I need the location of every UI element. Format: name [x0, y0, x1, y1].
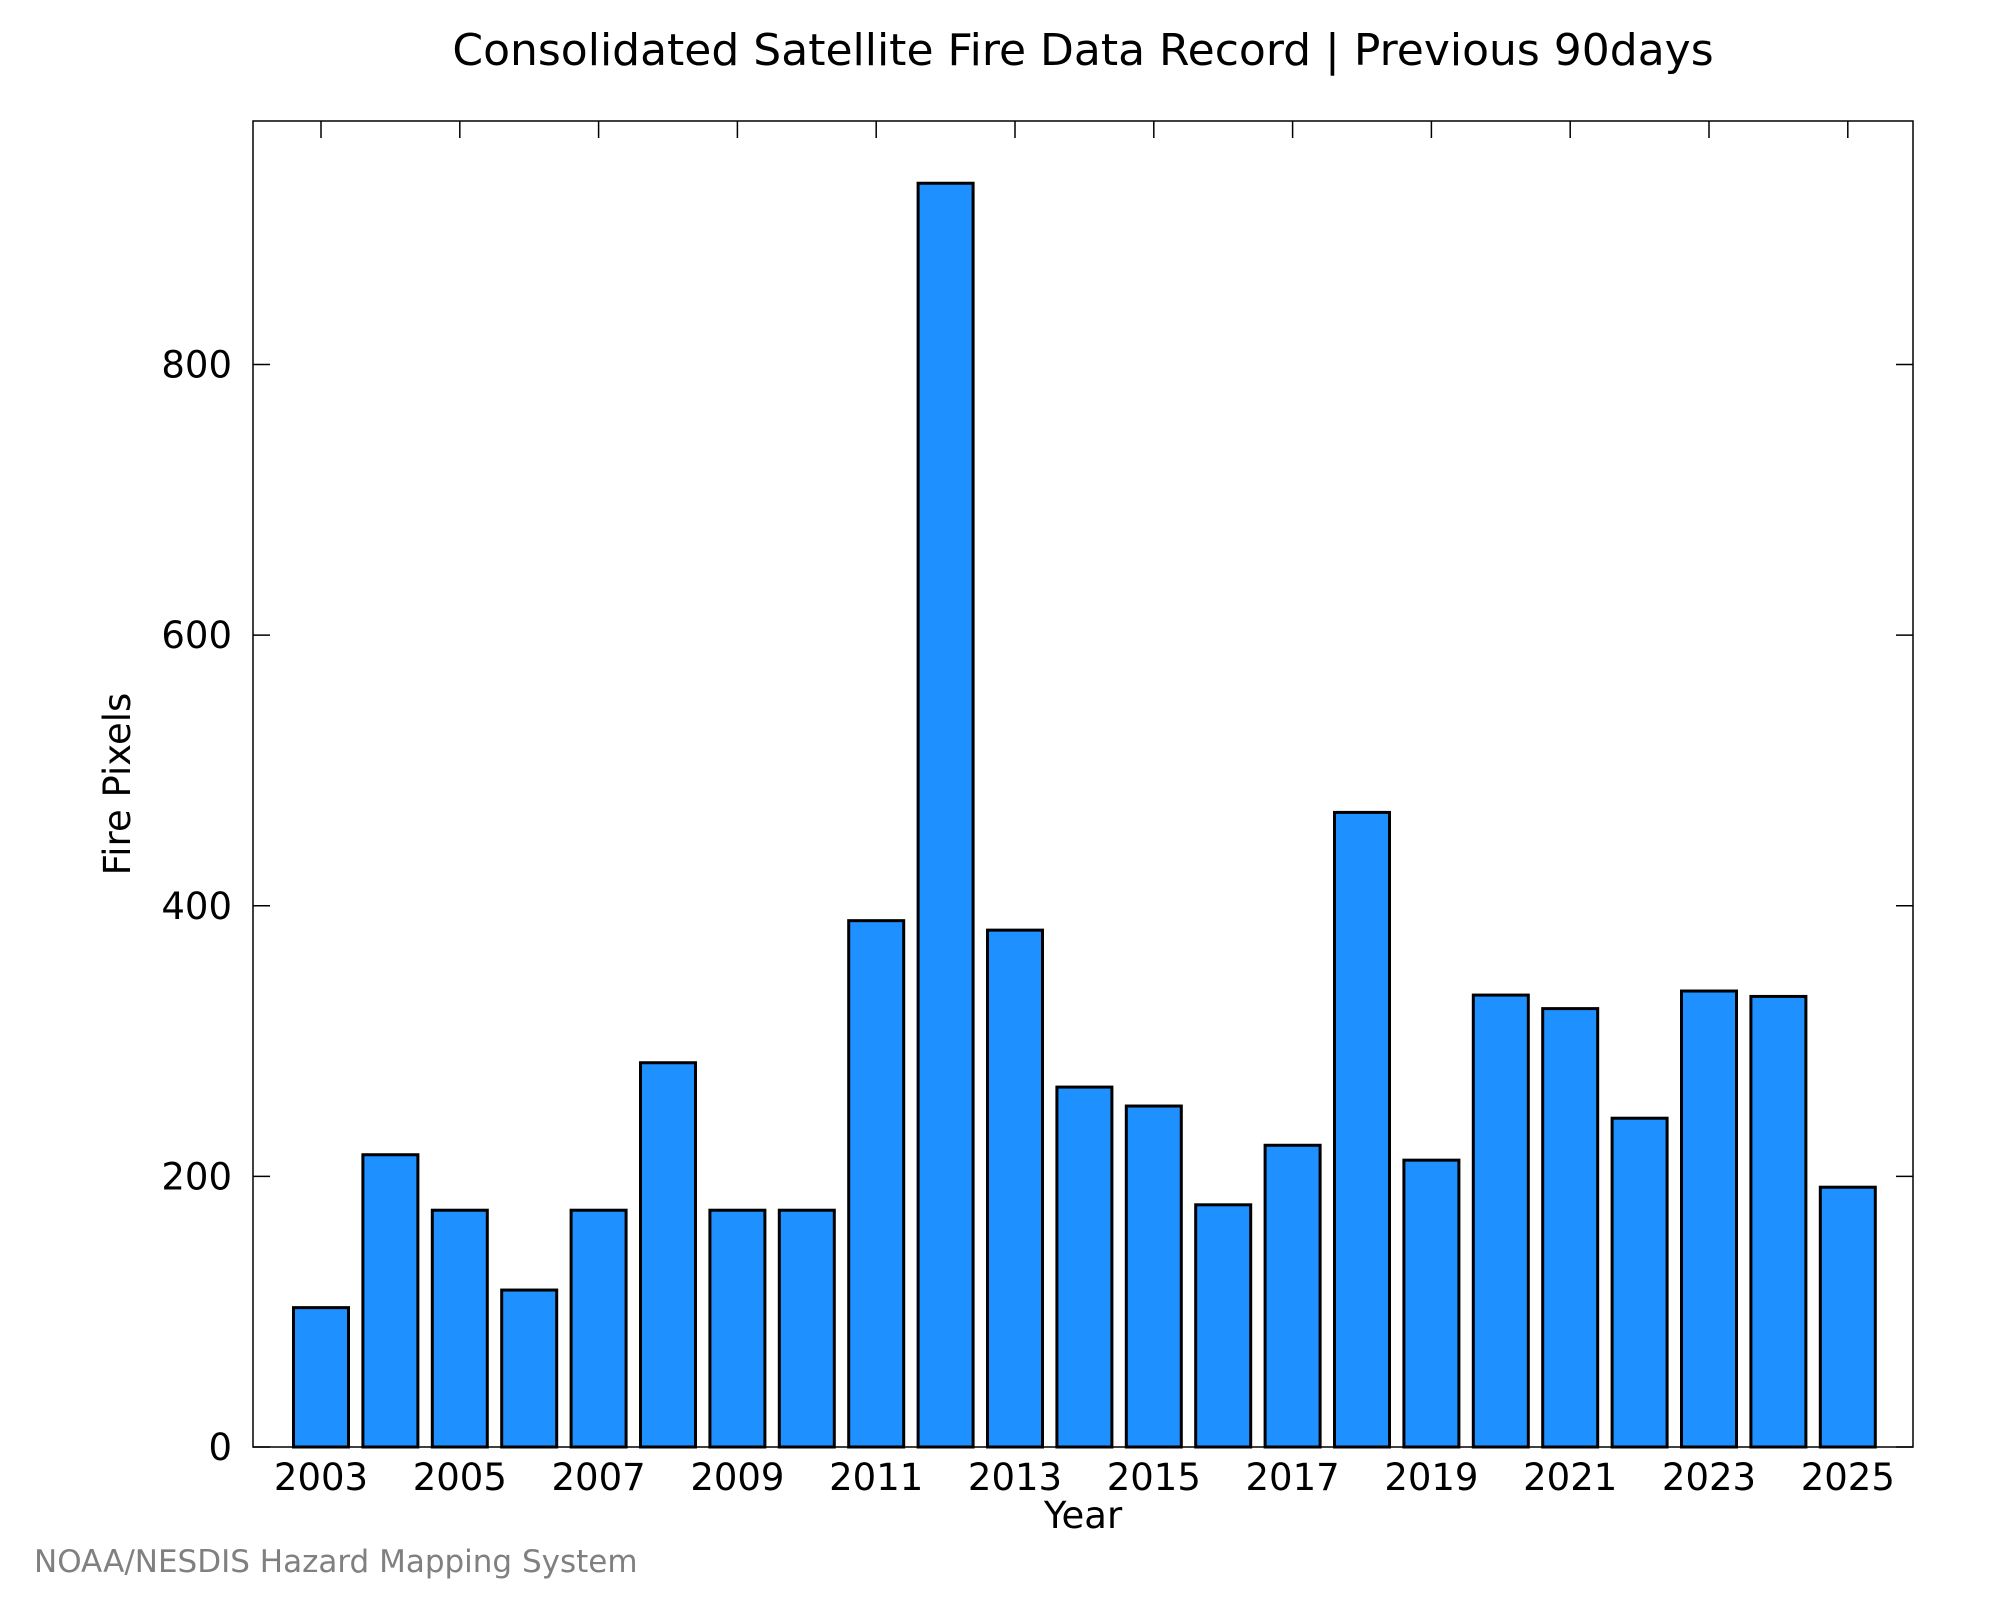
y-tick-labels: 0 200 400 600 800	[161, 344, 232, 1469]
bar-2009	[708, 1208, 767, 1449]
bar-2025	[1818, 1185, 1877, 1449]
bar-2022	[1610, 1116, 1669, 1449]
credit-text: NOAA/NESDIS Hazard Mapping System	[34, 1544, 638, 1580]
chart-title: Consolidated Satellite Fire Data Record …	[452, 25, 1713, 76]
x-tick-label-2013: 2013	[968, 1456, 1062, 1499]
bar-2015	[1124, 1104, 1183, 1449]
y-tick-label-800: 800	[161, 344, 232, 387]
bar-2018	[1333, 810, 1391, 1449]
x-tick-labels: 2003 2005 2007 2009 2011 2013 2015 2017 2019 2021…	[274, 1456, 1895, 1499]
y-tick-label-400: 400	[161, 885, 232, 928]
y-tick-label-0: 0	[208, 1426, 232, 1469]
bar-2004	[361, 1153, 420, 1449]
x-tick-label-2023: 2023	[1662, 1456, 1756, 1499]
bar-2024	[1749, 994, 1808, 1449]
bar-2019	[1402, 1158, 1461, 1449]
x-axis-label: Year	[1043, 1494, 1123, 1537]
x-tick-label-2003: 2003	[274, 1456, 368, 1499]
bar-2020	[1471, 993, 1530, 1449]
x-tick-label-2007: 2007	[552, 1456, 646, 1499]
bar-2011	[847, 919, 906, 1449]
x-tick-label-2019: 2019	[1384, 1456, 1478, 1499]
bar-series	[292, 181, 1877, 1449]
bar-2017	[1263, 1143, 1322, 1449]
bar-2006	[500, 1288, 559, 1449]
bar-2016	[1194, 1203, 1253, 1449]
bar-2005	[430, 1208, 489, 1449]
bar-2008	[639, 1061, 697, 1449]
bar-2014	[1055, 1085, 1114, 1449]
y-axis-label: Fire Pixels	[96, 693, 139, 876]
bar-2010	[777, 1208, 836, 1449]
x-tick-label-2009: 2009	[690, 1456, 784, 1499]
x-tick-label-2015: 2015	[1107, 1456, 1201, 1499]
y-tick-label-200: 200	[161, 1155, 232, 1198]
x-tick-label-2005: 2005	[413, 1456, 507, 1499]
x-tick-label-2017: 2017	[1246, 1456, 1340, 1499]
x-tick-label-2025: 2025	[1801, 1456, 1895, 1499]
bar-2003	[292, 1306, 350, 1449]
bar-2023	[1680, 989, 1738, 1449]
bar-2007	[569, 1208, 628, 1449]
y-tick-label-600: 600	[161, 614, 232, 657]
x-tick-label-2011: 2011	[829, 1456, 923, 1499]
bar-2013	[986, 928, 1044, 1449]
bar-2021	[1541, 1007, 1600, 1449]
bar-2012	[916, 181, 975, 1449]
x-tick-label-2021: 2021	[1523, 1456, 1617, 1499]
